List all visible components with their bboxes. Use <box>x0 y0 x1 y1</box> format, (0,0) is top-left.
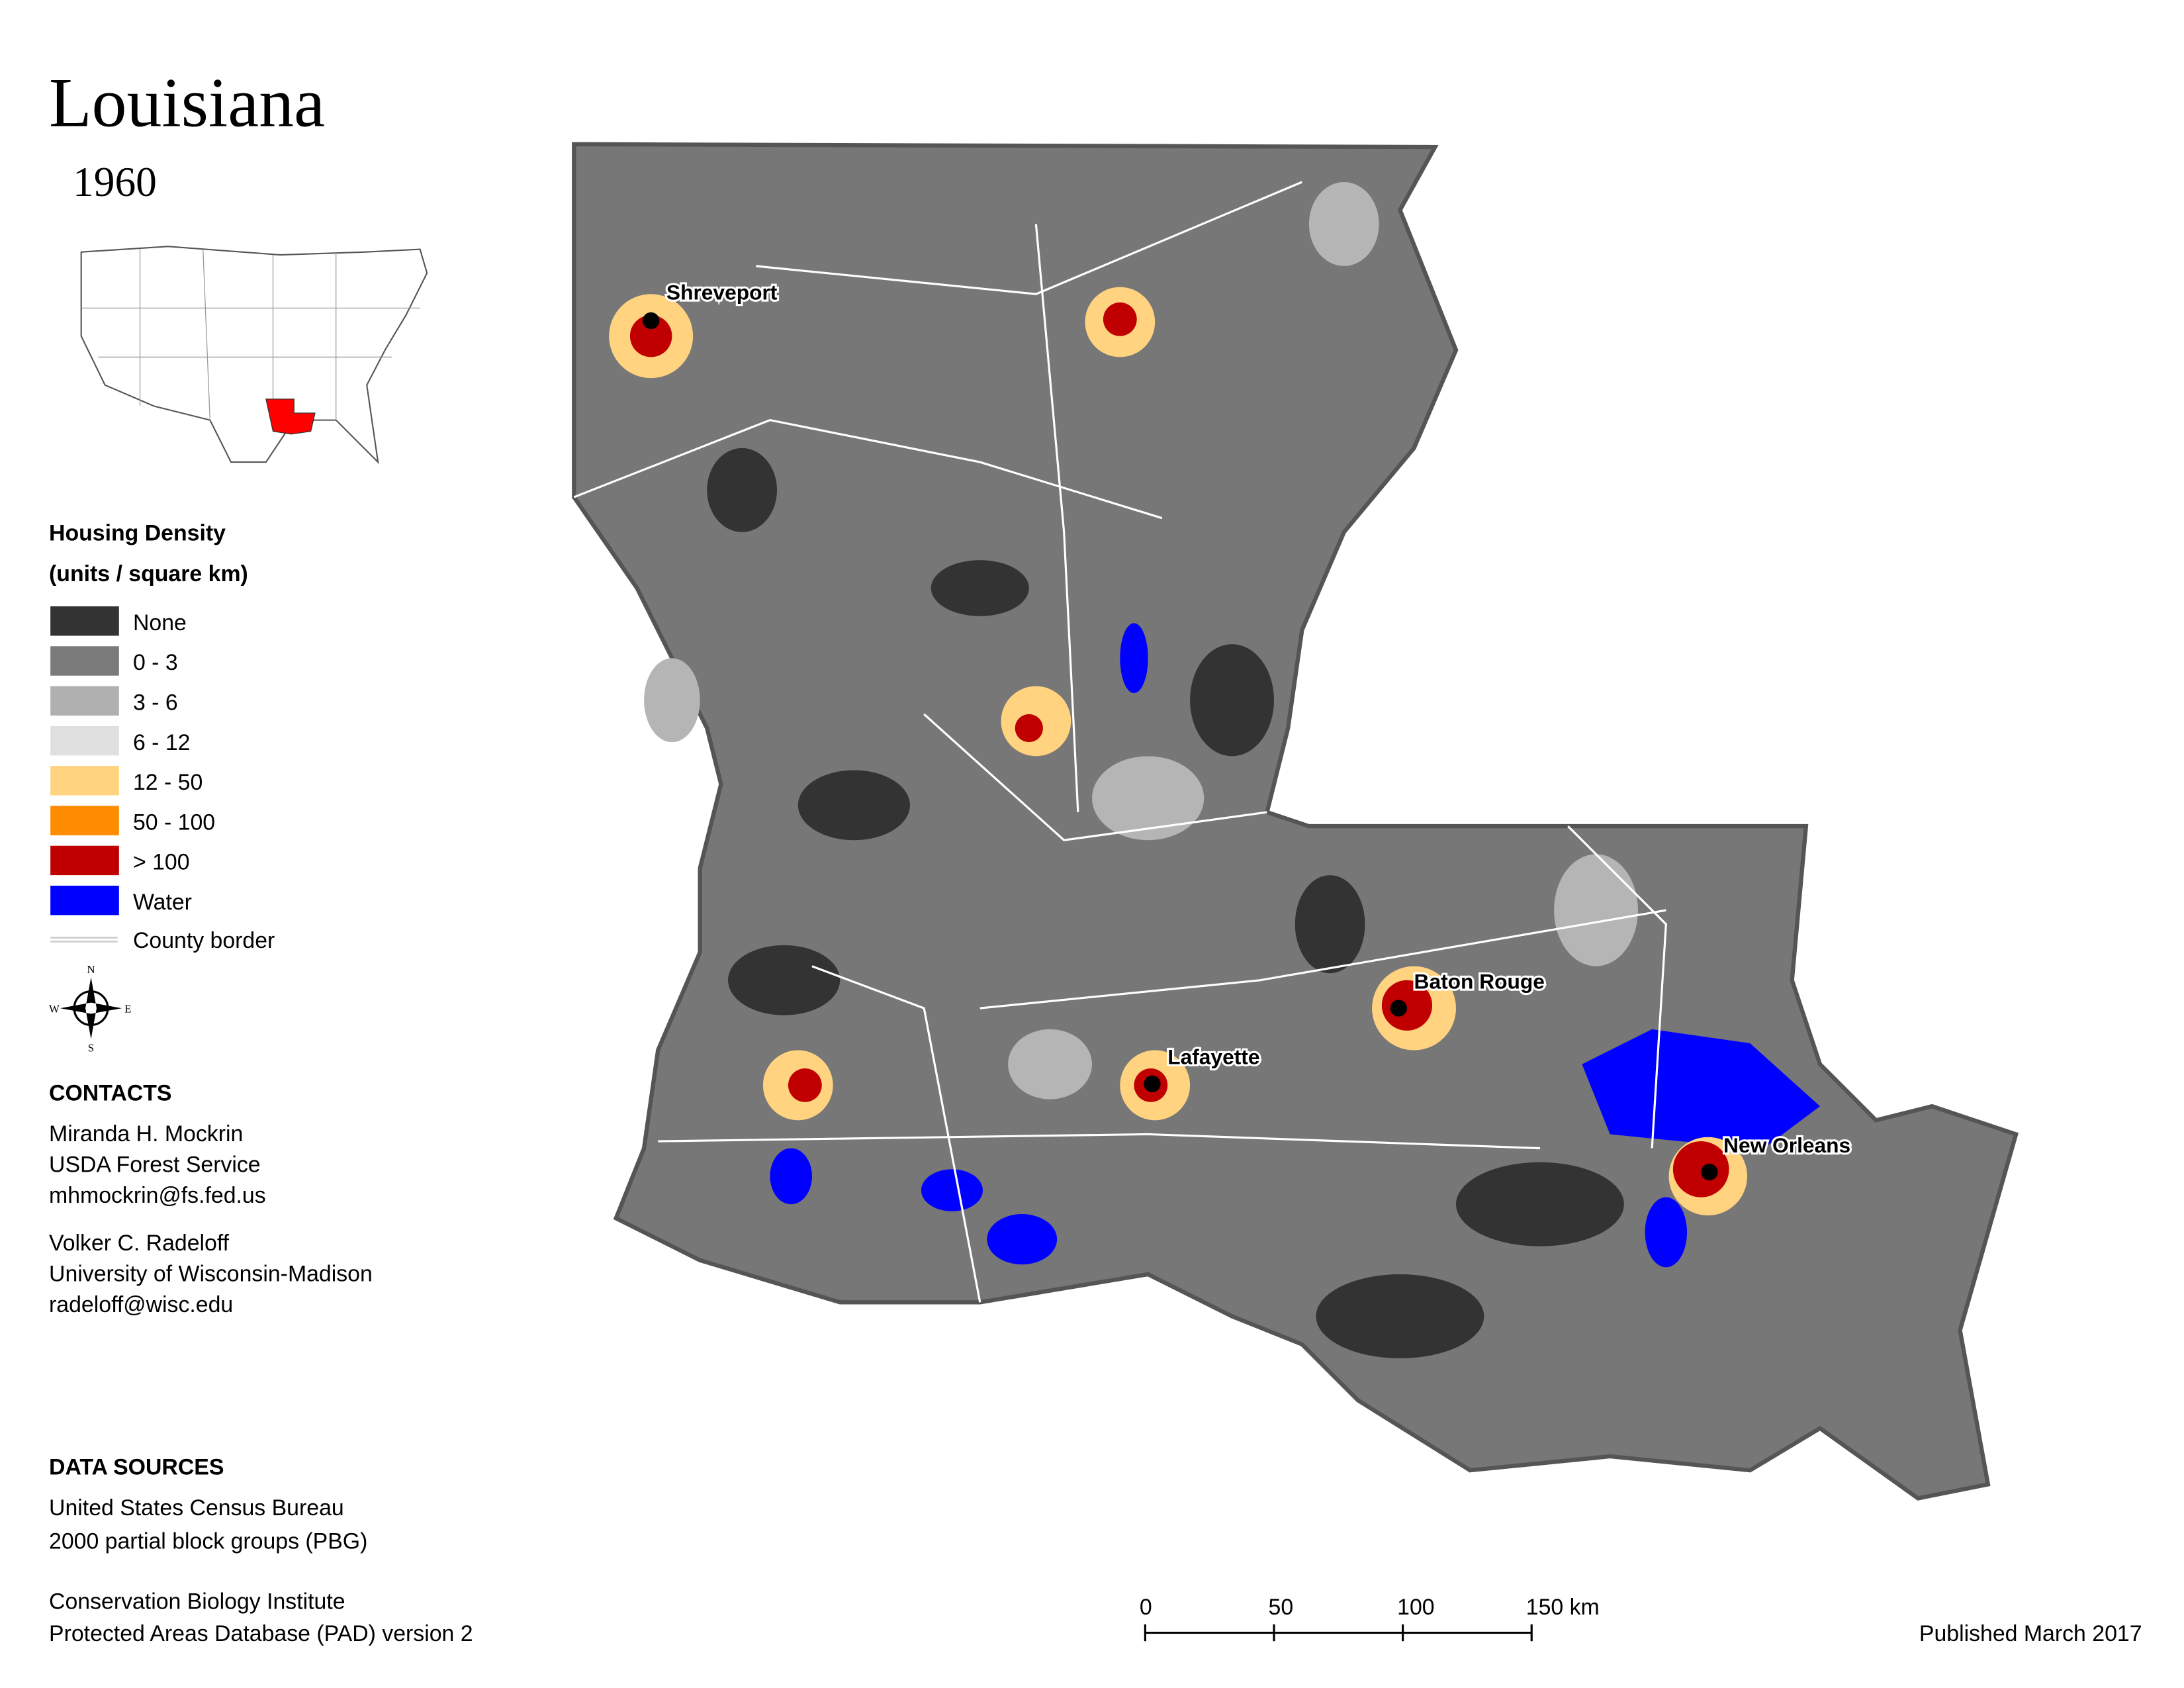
legend-label: > 100 <box>133 850 190 875</box>
contact-line: University of Wisconsin-Madison <box>49 1262 373 1287</box>
svg-text:N: N <box>87 963 95 976</box>
contacts-title: CONTACTS <box>49 1081 171 1106</box>
city-label: Shreveport <box>666 281 778 305</box>
legend-swatch <box>50 726 119 756</box>
city-label: New Orleans <box>1723 1133 1850 1157</box>
source-line: United States Census Bureau <box>49 1495 344 1521</box>
legend-label: County border <box>133 928 275 953</box>
legend-title: Housing Density <box>49 521 226 546</box>
legend: None 0 - 3 3 - 6 6 - 12 12 - 50 50 - 100 > 100… <box>50 606 215 915</box>
legend-label: 50 - 100 <box>133 810 215 835</box>
sources: United States Census Bureau 2000 partial… <box>49 1495 473 1646</box>
svg-text:S: S <box>88 1042 94 1055</box>
svg-text:W: W <box>49 1002 60 1015</box>
legend-label: None <box>133 610 187 635</box>
source-line: Protected Areas Database (PAD) version 2 <box>49 1621 473 1646</box>
scale-bar: 0 50 100 150 km <box>1140 1595 1600 1642</box>
contact-line: mhmockrin@fs.fed.us <box>49 1183 266 1208</box>
legend-subtitle: (units / square km) <box>49 561 248 586</box>
scale-label: 100 <box>1397 1595 1434 1620</box>
svg-text:E: E <box>124 1002 131 1015</box>
city-label: Lafayette <box>1167 1045 1259 1069</box>
title: Louisiana <box>49 64 325 141</box>
legend-label: 12 - 50 <box>133 770 203 795</box>
state-map: Shreveport Baton Rouge Lafayette New Orl… <box>572 142 2019 1501</box>
contact-line: USDA Forest Service <box>49 1152 261 1178</box>
sources-title: DATA SOURCES <box>49 1455 224 1480</box>
legend-label: Water <box>133 890 192 915</box>
legend-swatch <box>50 686 119 716</box>
source-line: 2000 partial block groups (PBG) <box>49 1529 367 1554</box>
source-line: Conservation Biology Institute <box>49 1589 345 1615</box>
legend-swatch <box>50 845 119 876</box>
legend-label: 3 - 6 <box>133 690 178 716</box>
legend-swatch <box>50 806 119 835</box>
legend-swatch <box>50 885 119 915</box>
legend-swatch <box>50 766 119 796</box>
published: Published March 2017 <box>1919 1621 2142 1646</box>
subtitle: 1960 <box>73 158 157 205</box>
contact-line: Volker C. Radeloff <box>49 1231 230 1256</box>
contact-line: Miranda H. Mockrin <box>49 1121 243 1147</box>
contact-line: radeloff@wisc.edu <box>49 1292 233 1317</box>
scale-label: 150 km <box>1526 1595 1600 1620</box>
legend-swatch <box>50 606 119 636</box>
us-inset <box>80 246 428 465</box>
contacts: Miranda H. Mockrin USDA Forest Service m… <box>49 1121 373 1317</box>
legend-label: 0 - 3 <box>133 650 178 675</box>
compass: N S W E <box>49 963 132 1054</box>
scale-label: 50 <box>1269 1595 1294 1620</box>
legend-swatch <box>50 646 119 676</box>
legend-label: 6 - 12 <box>133 730 191 755</box>
city-label: Baton Rouge <box>1414 969 1545 993</box>
scale-label: 0 <box>1140 1595 1152 1620</box>
